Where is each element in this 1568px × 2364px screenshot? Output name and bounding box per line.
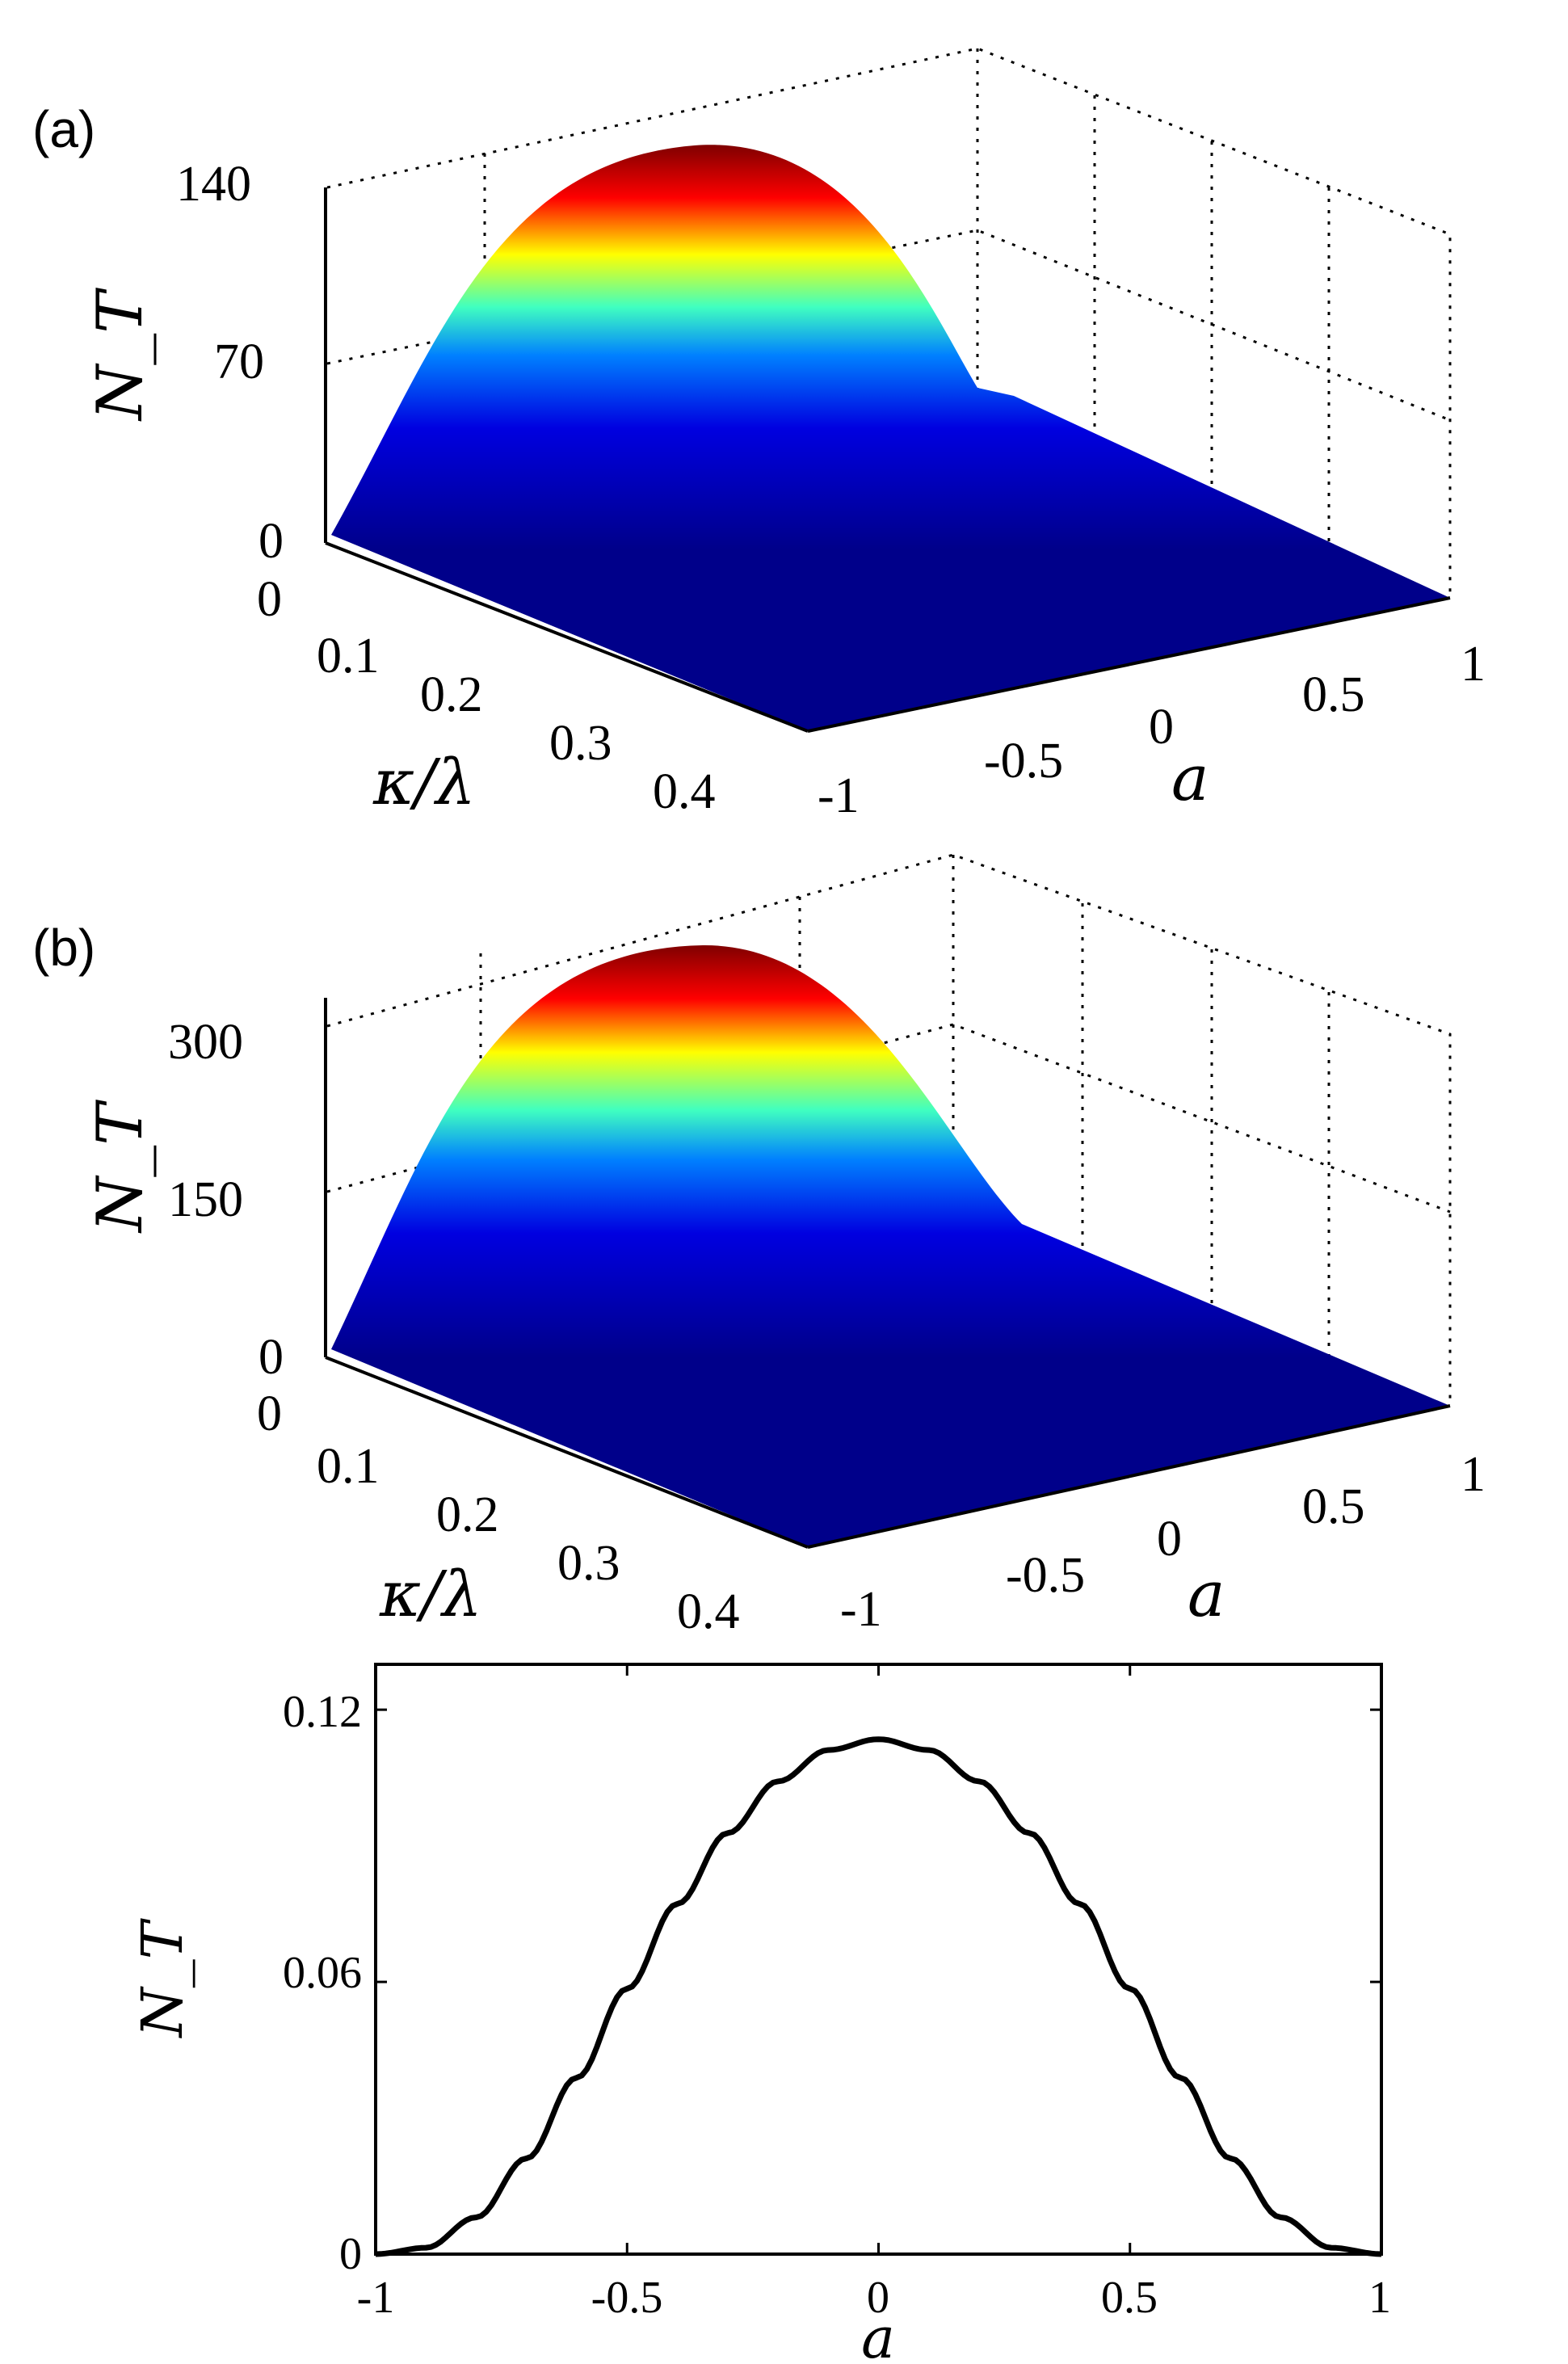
line-y-tick-0.06: 0.06 (283, 1948, 362, 1998)
z-tick-a-140: 140 (176, 157, 251, 212)
line-plot: 0.12 0.06 0 -1 -0.5 0 0.5 1 a N_T (129, 1663, 1391, 2364)
z-axis-label-a: N_T (84, 288, 157, 422)
x-axis-label-a: κ/λ (372, 747, 476, 819)
y-tick-a--0.5: -0.5 (984, 734, 1063, 789)
line-x-axis-label: a (861, 2305, 895, 2364)
line-y-axis-label: N_T (129, 1918, 195, 2038)
line-y-tick-0.12: 0.12 (283, 1687, 362, 1737)
z-tick-a-0: 0 (259, 514, 284, 569)
z-axis-label-b: N_T (84, 1100, 157, 1234)
panel-label-b: (b) (32, 919, 95, 977)
y-tick-a-0.5: 0.5 (1302, 667, 1365, 722)
y-tick-b--0.5: -0.5 (1006, 1548, 1085, 1603)
x-tick-a-0.3: 0.3 (549, 716, 612, 771)
line-plot-ticks (374, 1664, 1383, 2256)
y-axis-label-b: a (1188, 1558, 1225, 1631)
y-tick-b--1: -1 (840, 1582, 882, 1637)
line-x-tick--1: -1 (357, 2273, 395, 2323)
x-tick-b-0.2: 0.2 (436, 1487, 499, 1542)
axes-b (324, 998, 1451, 1549)
y-tick-b-0: 0 (1157, 1512, 1182, 1567)
axes-a (324, 187, 1451, 733)
series-line (375, 1736, 1382, 2257)
line-x-tick-0.5: 0.5 (1101, 2273, 1158, 2323)
surface-a (331, 145, 1450, 731)
x-tick-a-0.2: 0.2 (420, 667, 483, 722)
y-tick-a-1: 1 (1461, 637, 1486, 692)
y-tick-a-0: 0 (1149, 700, 1174, 755)
line-y-tick-0: 0 (339, 2229, 362, 2279)
line-x-tick-0: 0 (867, 2273, 889, 2323)
z-tick-b-300: 300 (168, 1015, 243, 1070)
x-tick-b-0.4: 0.4 (677, 1584, 740, 1639)
panel-label-a: (a) (32, 100, 95, 158)
line-x-tick--0.5: -0.5 (591, 2273, 663, 2323)
z-tick-b-150: 150 (168, 1172, 243, 1227)
x-tick-a-0.1: 0.1 (317, 629, 380, 684)
y-tick-b-1: 1 (1461, 1447, 1486, 1502)
surface-plot-a: (a) 140 70 0 0 0.1 0.2 0.3 0.4 -1 -0.5 0 (32, 47, 1486, 823)
x-tick-a-0.4: 0.4 (653, 764, 716, 819)
x-tick-b-0.3: 0.3 (557, 1536, 620, 1591)
x-axis-label-b: κ/λ (379, 1558, 482, 1631)
y-tick-a--1: -1 (818, 768, 860, 823)
surface-b (331, 944, 1450, 1547)
surface-plot-b: (b) 300 150 0 0 0.1 0.2 0.3 0.4 -1 -0.5 … (32, 853, 1486, 1639)
z-tick-a-70: 70 (214, 334, 264, 389)
x-tick-a-0: 0 (257, 572, 282, 627)
line-x-tick-1: 1 (1368, 2273, 1391, 2323)
line-plot-frame (374, 1663, 1383, 2256)
y-axis-label-a: a (1171, 742, 1209, 815)
x-tick-b-0: 0 (257, 1386, 282, 1441)
x-tick-b-0.1: 0.1 (317, 1439, 380, 1494)
y-tick-b-0.5: 0.5 (1302, 1479, 1365, 1534)
z-tick-b-0: 0 (259, 1330, 284, 1385)
